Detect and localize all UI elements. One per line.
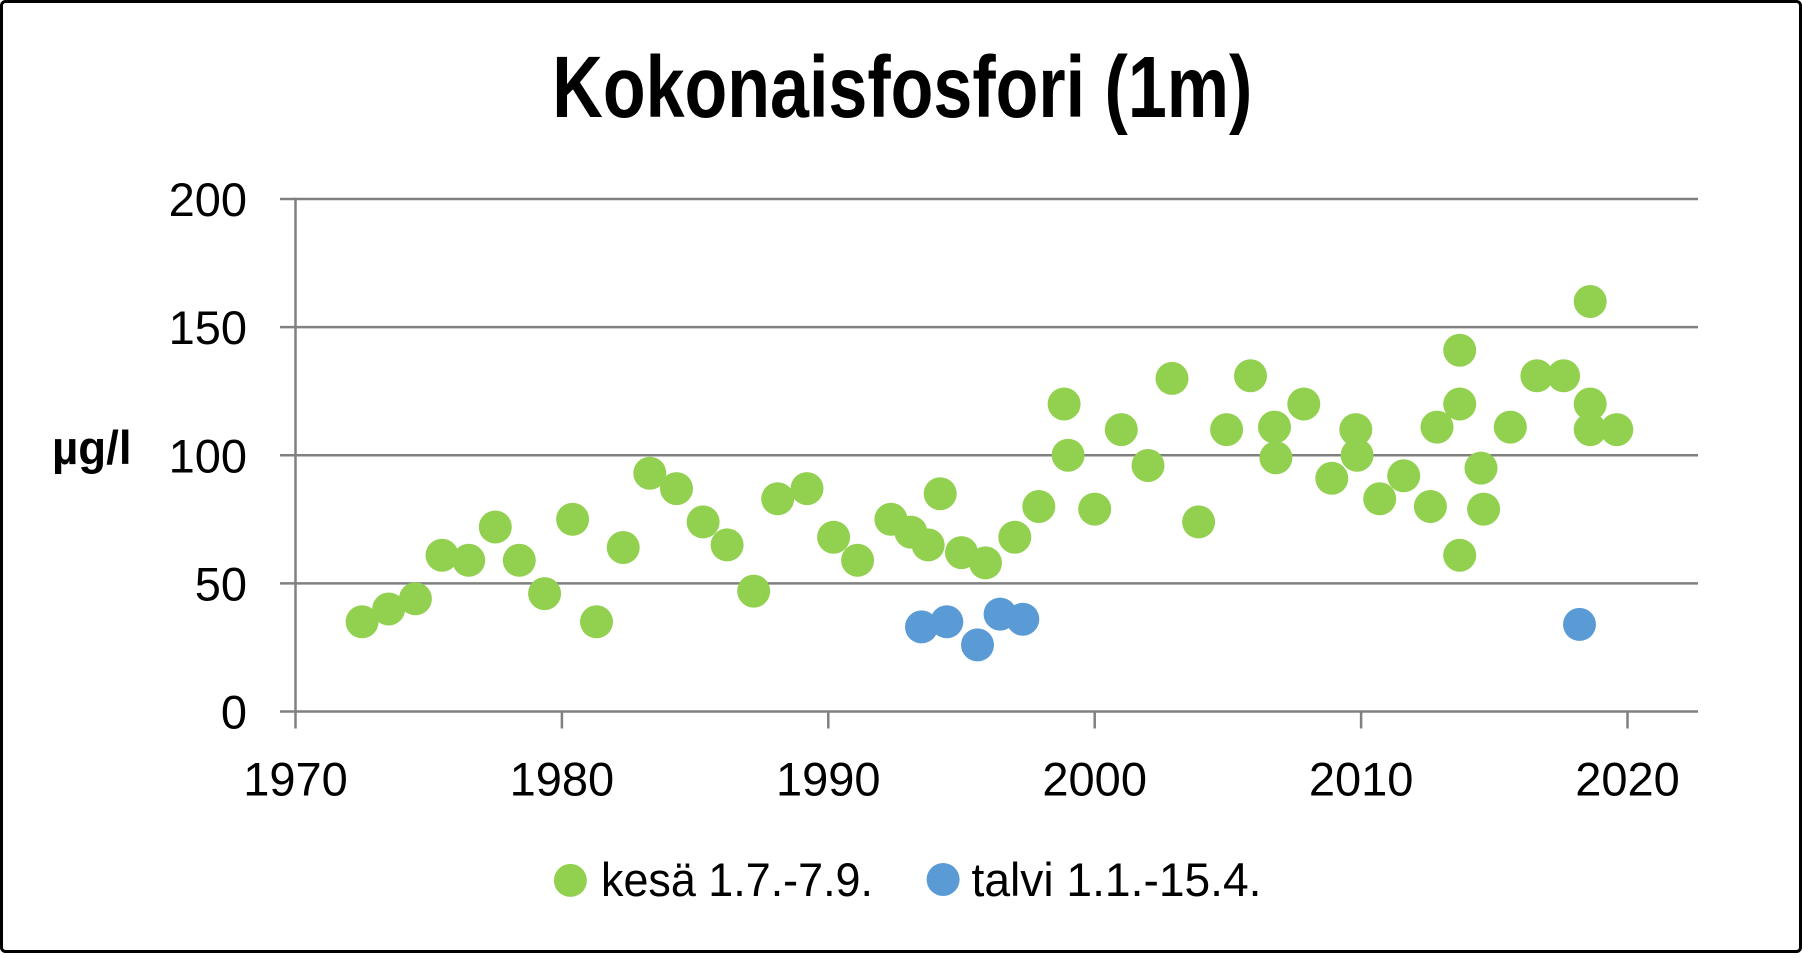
svg-text:100: 100 [169,429,247,482]
svg-text:2010: 2010 [1309,753,1414,806]
svg-text:50: 50 [195,557,247,610]
svg-text:0: 0 [221,686,247,739]
svg-text:talvi 1.1.-15.4.: talvi 1.1.-15.4. [972,853,1262,906]
svg-text:150: 150 [169,301,247,354]
svg-text:µg/l: µg/l [52,421,132,474]
svg-text:1970: 1970 [243,753,348,806]
svg-text:kesä 1.7.-7.9.: kesä 1.7.-7.9. [601,853,873,906]
svg-text:Kokonaisfosfori (1m): Kokonaisfosfori (1m) [552,39,1252,136]
svg-text:200: 200 [169,173,247,226]
svg-text:2000: 2000 [1042,753,1147,806]
svg-text:1980: 1980 [510,753,615,806]
svg-text:2020: 2020 [1575,753,1680,806]
svg-text:1990: 1990 [776,753,881,806]
